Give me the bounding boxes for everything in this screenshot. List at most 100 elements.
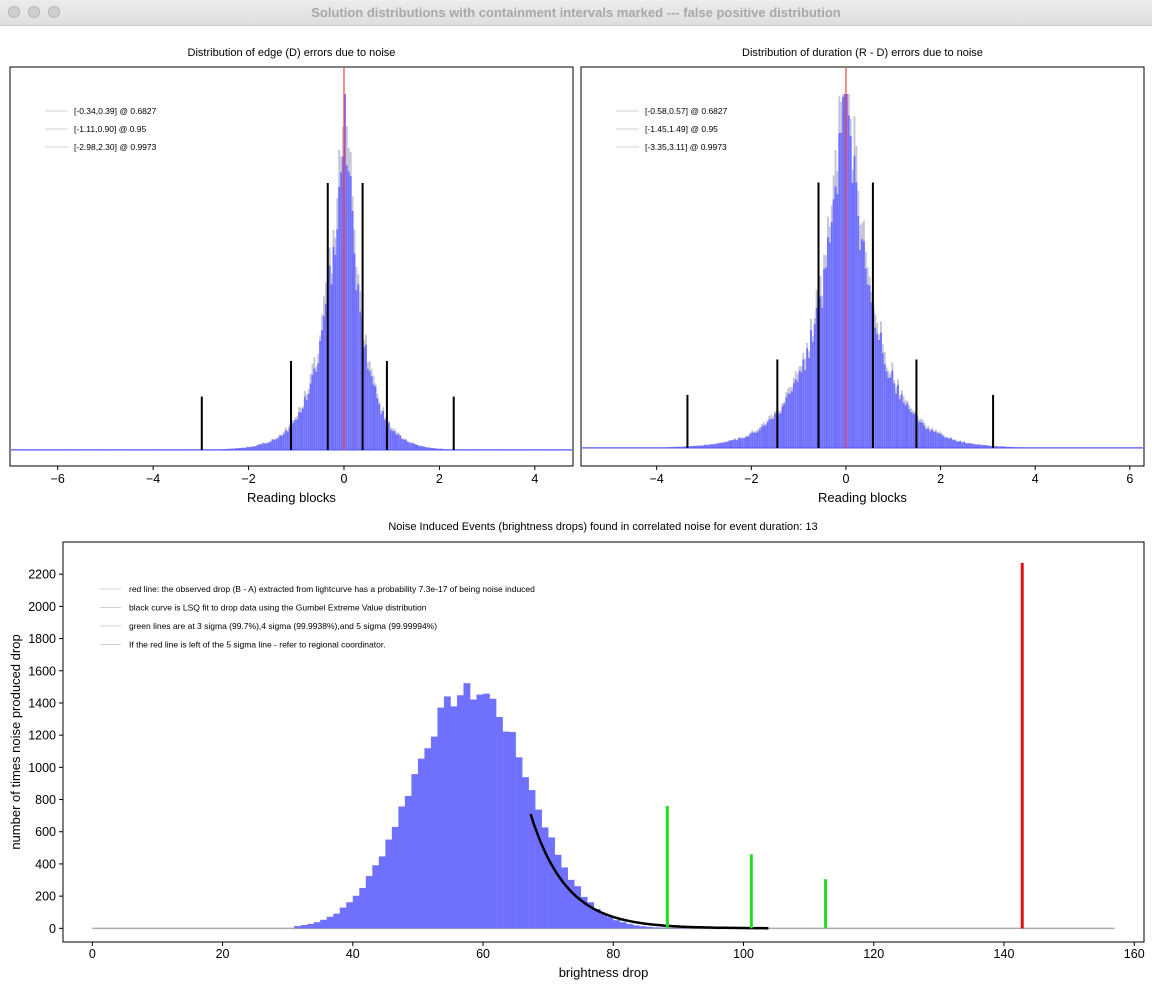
histogram-bar (626, 923, 634, 929)
histogram-bar (288, 426, 291, 450)
histogram-bar (876, 333, 879, 448)
histogram-bar (319, 340, 322, 450)
histogram-bar (393, 431, 396, 450)
x-tick-label: 40 (346, 947, 360, 961)
histogram-bar (417, 758, 425, 929)
histogram-bar (984, 445, 986, 448)
histogram-bar (770, 418, 773, 448)
histogram-bar (847, 115, 850, 448)
minimize-window-button[interactable] (28, 6, 40, 18)
close-window-button[interactable] (8, 6, 20, 18)
histogram-bar (433, 448, 436, 450)
histogram-bar (441, 448, 444, 450)
histogram-bar (244, 447, 247, 450)
histogram-bar (389, 429, 392, 450)
histogram-bar (993, 446, 996, 448)
histogram-bar (380, 413, 383, 450)
histogram-bar (273, 440, 276, 450)
histogram-bar (783, 403, 786, 448)
histogram-bar (808, 357, 810, 448)
histogram-bar (830, 222, 833, 448)
y-tick-label: 1000 (28, 761, 56, 775)
histogram-bar (768, 419, 771, 448)
histogram-bar (429, 447, 432, 450)
histogram-bar (370, 376, 373, 450)
histogram-bar (397, 434, 400, 450)
histogram-bar (995, 446, 998, 448)
histogram-bar (317, 363, 320, 450)
histogram-bar (639, 926, 647, 929)
histogram-bar (673, 446, 676, 448)
histogram-bar (796, 381, 799, 448)
histogram-bar (842, 96, 845, 448)
histogram-bar (333, 913, 341, 929)
zoom-window-button[interactable] (48, 6, 60, 18)
histogram-bar (345, 165, 348, 450)
histogram-bar (311, 374, 314, 450)
histogram-bar (766, 422, 769, 448)
legend-entry: [-0.58,0.57] @ 0.6827 (645, 106, 728, 116)
histogram-bar (363, 347, 365, 450)
histogram-bar (849, 135, 852, 448)
histogram-bar (940, 434, 943, 448)
histogram-bar (443, 696, 451, 929)
histogram-bar (844, 94, 846, 448)
histogram-bar (906, 403, 909, 448)
y-tick-label: 1600 (28, 664, 56, 678)
y-tick-label: 2200 (28, 568, 56, 582)
histogram-bar (502, 731, 510, 929)
histogram-bar (717, 443, 720, 448)
x-tick-label: 2 (436, 472, 443, 486)
x-tick-label: −2 (744, 472, 758, 486)
histogram-bar (789, 393, 792, 448)
histogram-bar (764, 425, 767, 448)
chart-title: Distribution of duration (R - D) errors … (742, 47, 983, 59)
histogram-bar (700, 445, 703, 448)
histogram-bar (694, 445, 697, 448)
histogram-bar (878, 339, 881, 448)
histogram-bar (957, 441, 960, 448)
histogram-bar (917, 421, 920, 448)
histogram-bar (619, 922, 627, 929)
histogram-bar (237, 448, 240, 450)
histogram-bar (861, 239, 863, 448)
histogram-bar (587, 902, 595, 929)
window-title: Solution distributions with containment … (311, 5, 841, 20)
legend-entry: [-3.35,3.11] @ 0.9973 (645, 142, 727, 152)
histogram-bar (496, 716, 503, 929)
histogram-bar (364, 344, 367, 450)
x-tick-label: 4 (531, 472, 538, 486)
histogram-bar (382, 411, 385, 450)
histogram-bar (859, 250, 862, 448)
histogram-bar (424, 748, 432, 929)
histogram-bar (738, 438, 740, 448)
histogram-bar (709, 444, 712, 448)
histogram-bar (800, 372, 803, 448)
histogram-bar (929, 431, 932, 448)
histogram-bar (282, 434, 285, 450)
histogram-bar (269, 442, 272, 450)
x-tick-label: 6 (1126, 472, 1133, 486)
histogram-bar (749, 433, 752, 448)
x-tick-label: 20 (216, 947, 230, 961)
histogram-bar (804, 370, 807, 448)
histogram-bar (1003, 446, 1005, 448)
histogram-bar (838, 133, 841, 448)
x-tick-label: 100 (733, 947, 754, 961)
histogram-bar (931, 430, 933, 448)
histogram-bar (430, 736, 438, 929)
histogram-bar (840, 132, 843, 448)
histogram-bar (721, 442, 723, 448)
histogram-bar (967, 443, 969, 448)
histogram-bar (313, 922, 321, 929)
histogram-bar (728, 440, 731, 448)
histogram-bar (571, 449, 573, 450)
histogram-bar (828, 242, 831, 448)
histogram-bar (963, 441, 966, 448)
legend-entry: [-0.34,0.39] @ 0.6827 (74, 106, 157, 116)
histogram-bar (431, 448, 434, 450)
histogram-bar (250, 446, 253, 450)
histogram-bar (900, 394, 903, 448)
histogram-bar (412, 443, 415, 450)
x-tick-label: −4 (146, 472, 160, 486)
